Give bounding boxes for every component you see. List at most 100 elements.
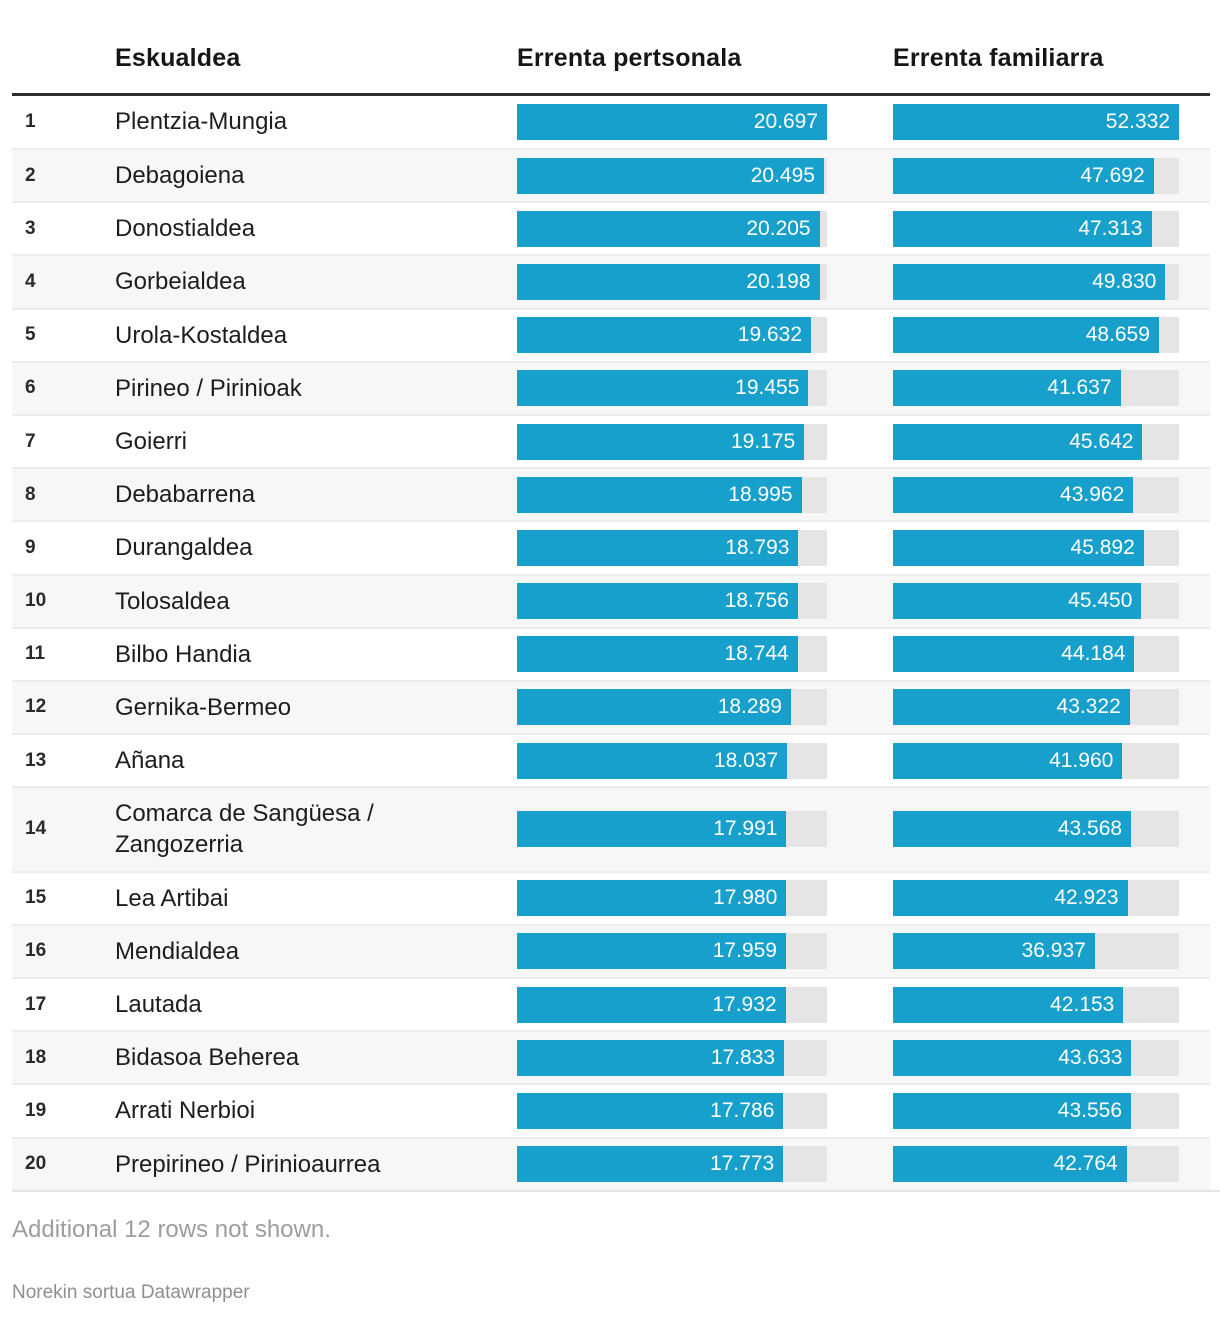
personal-value-label: 17.980	[713, 886, 778, 910]
region-name: Urola-Kostaldea	[115, 321, 288, 349]
family-bar: 47.313	[893, 210, 1152, 247]
family-bar-track: 43.556	[893, 1092, 1179, 1129]
region-name: Lea Artibai	[115, 884, 229, 912]
family-bar-track: 43.322	[893, 689, 1179, 726]
family-value-label: 52.332	[1105, 110, 1170, 133]
personal-bar-track: 17.932	[517, 986, 827, 1023]
personal-income-cell: 17.773	[517, 1146, 827, 1183]
personal-income-cell: 20.205	[517, 210, 827, 247]
rank-cell: 2	[25, 164, 36, 186]
family-bar: 41.637	[893, 370, 1121, 407]
rank-cell: 20	[25, 1153, 47, 1175]
rank-cell: 7	[25, 430, 36, 452]
personal-bar-track: 17.786	[517, 1092, 827, 1129]
table-row: 5 Urola-Kostaldea 19.632 48.659	[12, 307, 1210, 361]
personal-value-label: 20.205	[746, 216, 811, 240]
table-body: 1 Plentzia-Mungia 20.697 52.332 2 Debago…	[12, 96, 1220, 1192]
personal-value-label: 17.959	[712, 939, 777, 963]
table-row: 20 Prepirineo / Pirinioaurrea 17.773 42.…	[12, 1136, 1210, 1190]
personal-value-label: 17.932	[712, 992, 777, 1016]
region-name: Lautada	[115, 991, 202, 1018]
family-value-label: 42.764	[1053, 1152, 1118, 1176]
personal-income-cell: 17.786	[517, 1092, 827, 1129]
family-income-cell: 45.642	[893, 423, 1179, 460]
family-bar: 36.937	[893, 933, 1095, 970]
family-value-label: 41.960	[1049, 748, 1114, 772]
personal-bar-track: 17.991	[517, 811, 827, 848]
personal-value-label: 19.632	[737, 323, 803, 347]
family-bar-track: 43.962	[893, 476, 1179, 513]
family-income-cell: 52.332	[893, 104, 1179, 140]
family-bar: 42.764	[893, 1146, 1127, 1183]
family-bar: 44.184	[893, 636, 1135, 673]
family-income-cell: 42.923	[893, 880, 1179, 917]
personal-income-cell: 17.959	[517, 933, 827, 970]
personal-bar: 18.756	[517, 583, 798, 620]
region-name: Prepirineo / Pirinioaurrea	[115, 1150, 381, 1178]
rank-cell: 9	[25, 536, 36, 558]
family-bar-track: 48.659	[893, 317, 1179, 354]
personal-income-cell: 19.455	[517, 370, 827, 407]
personal-bar-track: 17.959	[517, 933, 827, 970]
family-bar-track: 52.332	[893, 104, 1179, 140]
region-name: Añana	[115, 747, 185, 775]
personal-bar: 20.205	[517, 210, 820, 247]
rank-cell: 8	[25, 483, 36, 505]
personal-value-label: 19.175	[730, 429, 796, 453]
family-income-cell: 47.313	[893, 210, 1179, 247]
rank-cell: 1	[25, 111, 36, 132]
table-row: 8 Debabarrena 18.995 43.962	[12, 467, 1210, 521]
personal-value-label: 18.037	[713, 748, 779, 772]
personal-value-label: 20.495	[750, 163, 815, 187]
family-income-cell: 45.892	[893, 529, 1179, 566]
family-bar-track: 42.923	[893, 880, 1179, 917]
personal-bar: 20.697	[517, 104, 827, 140]
family-value-label: 49.830	[1092, 269, 1157, 293]
family-bar: 52.332	[893, 104, 1179, 140]
personal-bar-track: 18.289	[517, 689, 827, 726]
family-bar-track: 41.960	[893, 742, 1179, 779]
personal-bar: 17.786	[517, 1092, 784, 1129]
family-bar-track: 36.937	[893, 933, 1179, 970]
personal-income-cell: 20.495	[517, 157, 827, 194]
personal-value-label: 17.786	[710, 1098, 775, 1122]
personal-bar: 17.773	[517, 1146, 784, 1183]
personal-income-cell: 17.932	[517, 986, 827, 1023]
region-name: Tolosaldea	[115, 587, 230, 615]
personal-bar-track: 20.495	[517, 157, 827, 194]
rank-cell: 19	[25, 1099, 47, 1121]
family-bar: 49.830	[893, 263, 1166, 300]
family-bar-track: 49.830	[893, 263, 1179, 300]
region-name: Goierri	[115, 427, 188, 455]
family-income-cell: 49.830	[893, 263, 1179, 300]
family-bar-track: 47.313	[893, 210, 1179, 247]
table-row: 10 Tolosaldea 18.756 45.450	[12, 573, 1210, 627]
personal-bar-track: 18.744	[517, 636, 827, 673]
table-row: 1 Plentzia-Mungia 20.697 52.332	[12, 96, 1210, 148]
rank-cell: 15	[25, 887, 47, 909]
table-row: 17 Lautada 17.932 42.153	[12, 977, 1210, 1030]
family-value-label: 45.892	[1070, 535, 1135, 559]
family-bar: 42.923	[893, 880, 1128, 917]
rank-cell: 10	[25, 590, 47, 612]
family-income-cell: 42.153	[893, 986, 1179, 1023]
family-bar: 48.659	[893, 317, 1159, 354]
family-bar: 45.642	[893, 423, 1143, 460]
personal-bar: 19.632	[517, 317, 812, 354]
family-value-label: 47.313	[1078, 216, 1143, 240]
family-bar: 43.322	[893, 689, 1130, 726]
table-row: 14 Comarca de Sangüesa / Zangozerria 17.…	[12, 786, 1210, 871]
column-header-family-income: Errenta familiarra	[893, 44, 1104, 72]
personal-bar: 20.198	[517, 263, 820, 300]
family-income-cell: 47.692	[893, 157, 1179, 194]
personal-income-cell: 19.175	[517, 423, 827, 460]
family-income-cell: 43.322	[893, 689, 1179, 726]
family-income-cell: 44.184	[893, 636, 1179, 673]
family-value-label: 41.637	[1047, 376, 1112, 400]
personal-bar: 19.455	[517, 370, 809, 407]
personal-bar: 17.932	[517, 986, 786, 1023]
rank-cell: 13	[25, 749, 47, 771]
region-name: Debagoiena	[115, 162, 245, 189]
family-value-label: 48.659	[1085, 323, 1150, 347]
column-header-region: Eskualdea	[115, 44, 241, 72]
